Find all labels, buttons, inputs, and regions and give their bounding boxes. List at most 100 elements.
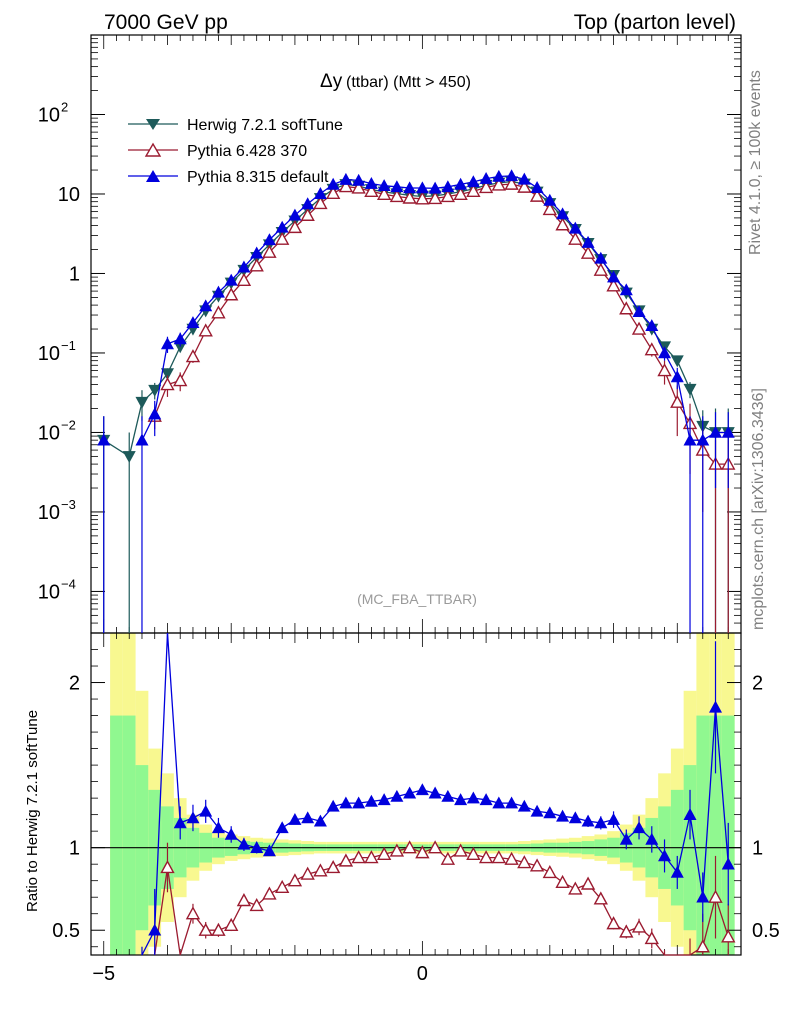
rivet-label: Rivet 4.1.0, ≥ 100k events <box>747 70 764 255</box>
data-point <box>632 305 646 318</box>
y-tick-exponent: 2 <box>61 99 68 114</box>
data-point <box>670 865 684 878</box>
data-point <box>377 179 391 192</box>
data-point <box>568 881 583 895</box>
data-point <box>224 827 238 840</box>
y-tick-label: 10 <box>38 104 60 126</box>
data-point <box>185 906 201 920</box>
data-point <box>568 231 583 245</box>
data-point <box>593 891 608 905</box>
data-point <box>287 873 303 887</box>
header-left: 7000 GeV pp <box>104 11 228 34</box>
x-tick-label: 0 <box>417 963 428 985</box>
legend-marker-pythia6 <box>144 142 162 157</box>
data-point <box>351 850 366 864</box>
data-point <box>644 931 659 945</box>
data-point <box>454 793 468 806</box>
data-point <box>709 425 723 438</box>
data-point <box>505 796 519 809</box>
data-point <box>262 244 277 258</box>
y-tick-label: 10 <box>38 422 60 444</box>
data-point <box>427 840 443 854</box>
data-point <box>619 924 634 938</box>
data-point <box>581 814 595 827</box>
data-point <box>658 346 672 359</box>
data-point <box>543 806 557 819</box>
data-point <box>274 231 290 245</box>
data-point <box>491 850 507 864</box>
data-point <box>517 855 532 869</box>
data-point <box>454 177 468 190</box>
data-point <box>249 258 264 272</box>
data-point <box>148 407 162 420</box>
data-point <box>339 796 353 809</box>
data-point <box>453 843 468 857</box>
data-point <box>606 278 621 292</box>
data-point <box>427 190 443 205</box>
data-point <box>173 332 187 345</box>
data-point <box>568 811 582 824</box>
data-point <box>199 299 213 312</box>
data-point <box>377 793 391 806</box>
data-point <box>606 916 621 930</box>
data-point <box>313 187 327 199</box>
data-point <box>326 799 340 812</box>
data-point <box>339 172 353 185</box>
data-point <box>721 857 735 870</box>
band-inner-bin <box>110 715 123 955</box>
data-point <box>631 919 647 933</box>
data-point <box>543 193 557 206</box>
y-tick-label: 10 <box>38 581 60 603</box>
data-point <box>364 794 378 807</box>
data-point <box>658 849 672 862</box>
data-point <box>568 221 582 234</box>
data-point <box>415 191 430 205</box>
ratio-y-tick-right: 2 <box>752 673 763 695</box>
data-point <box>645 319 659 332</box>
data-point <box>160 337 174 350</box>
data-point <box>173 373 188 387</box>
data-point <box>644 342 659 356</box>
x-tick-label: −5 <box>92 963 115 985</box>
data-point <box>288 812 302 825</box>
data-point <box>338 853 354 867</box>
ratio-plot-frame <box>90 632 742 956</box>
data-point <box>441 789 455 802</box>
data-point <box>211 285 225 298</box>
data-point <box>594 251 608 264</box>
data-point <box>696 890 710 903</box>
data-point <box>645 832 659 845</box>
data-point <box>262 886 277 900</box>
data-point <box>466 175 480 188</box>
data-point <box>529 188 545 202</box>
data-point <box>670 355 684 368</box>
plot-frames <box>90 34 742 956</box>
data-point <box>492 169 506 182</box>
data-point <box>721 425 735 438</box>
data-point <box>301 811 315 824</box>
data-point <box>721 929 736 943</box>
data-point <box>440 189 456 203</box>
legend: Herwig 7.2.1 softTune Pythia 6.428 370 P… <box>128 117 343 186</box>
data-point <box>670 394 685 408</box>
ratio-y-tick-left: 1 <box>69 838 80 860</box>
data-point <box>580 245 596 259</box>
data-point <box>619 283 633 296</box>
data-point <box>97 433 111 446</box>
data-point <box>607 812 621 825</box>
data-point <box>325 185 341 199</box>
data-point <box>402 840 417 854</box>
main-series <box>97 169 736 633</box>
data-point <box>364 850 379 864</box>
data-point <box>135 396 149 409</box>
band-inner-bin <box>696 715 710 955</box>
data-point <box>696 433 710 446</box>
data-point <box>428 181 442 194</box>
legend-label-herwig: Herwig 7.2.1 softTune <box>187 117 343 134</box>
data-point <box>683 383 697 396</box>
data-point <box>250 246 264 259</box>
data-point <box>274 879 290 893</box>
data-point <box>708 889 723 903</box>
ratio-ylabel: Ratio to Herwig 7.2.1 softTune <box>24 710 41 912</box>
data-point <box>492 796 506 809</box>
